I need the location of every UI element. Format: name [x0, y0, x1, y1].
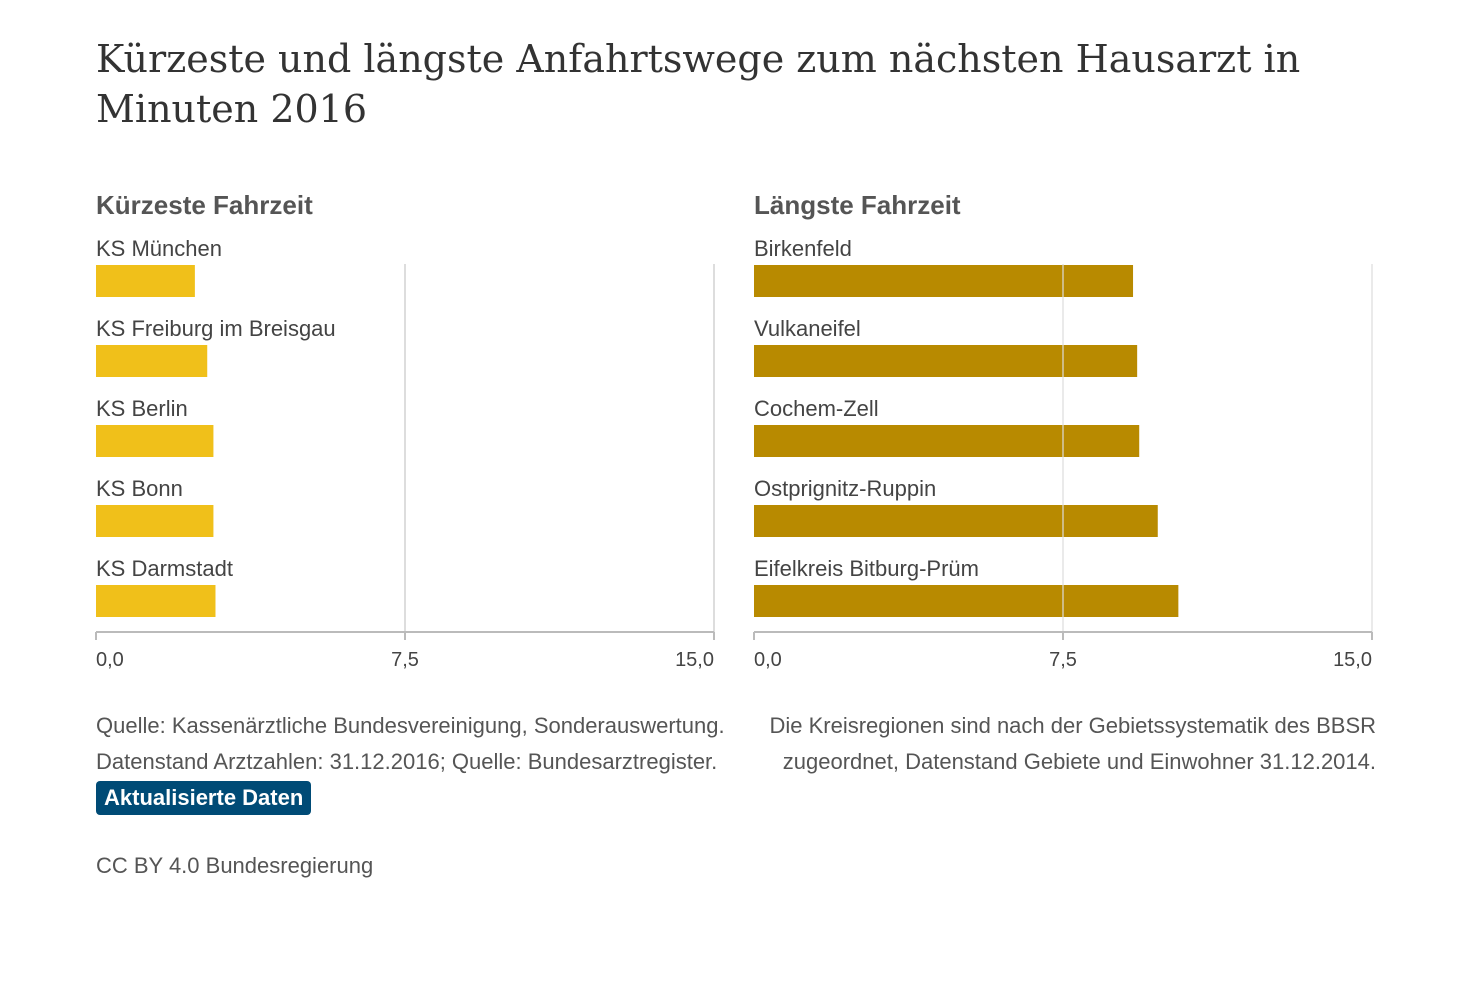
category-label: KS Bonn [96, 476, 183, 501]
bar [754, 265, 1134, 297]
license-text: CC BY 4.0 Bundesregierung [96, 853, 374, 878]
category-label: KS München [96, 236, 222, 261]
category-label: Eifelkreis Bitburg-Prüm [754, 556, 979, 581]
panel-title-shortest: Kürzeste Fahrzeit [96, 190, 313, 220]
chart-shortest: KS München KS Freiburg im Breisgau KS Berl… [95, 236, 715, 671]
category-label: KS Berlin [96, 396, 188, 421]
source-line-1: Quelle: Kassenärztliche Bundesvereinigun… [96, 713, 725, 738]
bar [96, 265, 195, 297]
bar [96, 425, 214, 457]
updated-data-button[interactable]: Aktualisierte Daten [96, 781, 312, 815]
x-tick-label: 15,0 [1333, 649, 1372, 671]
category-label: KS Darmstadt [96, 556, 233, 581]
x-tick-label: 0,0 [96, 649, 124, 671]
bar [96, 345, 208, 377]
bar [754, 345, 1138, 377]
category-label: Vulkaneifel [754, 316, 861, 341]
bar [754, 425, 1140, 457]
category-label: Ostprignitz-Ruppin [754, 476, 936, 501]
x-tick-label: 0,0 [754, 649, 782, 671]
x-tick-label: 15,0 [675, 649, 714, 671]
bar [96, 585, 216, 617]
x-tick-label: 7,5 [1049, 649, 1077, 671]
bar [754, 505, 1158, 537]
source-line-2: Datenstand Arztzahlen: 31.12.2016; Quell… [96, 749, 718, 774]
panel-title-longest: Längste Fahrzeit [754, 190, 961, 220]
bar [96, 505, 214, 537]
category-label: Birkenfeld [754, 236, 852, 261]
category-label: KS Freiburg im Breisgau [96, 316, 336, 341]
x-tick-label: 7,5 [391, 649, 419, 671]
note-line-1: Die Kreisregionen sind nach der Gebietss… [769, 713, 1376, 738]
category-label: Cochem-Zell [754, 396, 879, 421]
bar [754, 585, 1179, 617]
note-text: Die Kreisregionen sind nach der Gebietss… [740, 708, 1376, 780]
source-text: Quelle: Kassenärztliche Bundesvereinigun… [96, 708, 736, 780]
note-line-2: zugeordnet, Datenstand Gebiete und Einwo… [782, 749, 1376, 774]
chart-title: Kürzeste und längste Anfahrtswege zum nä… [96, 37, 1301, 131]
chart-longest: Birkenfeld Vulkaneifel Cochem-Zell Ostprign… [753, 236, 1373, 671]
